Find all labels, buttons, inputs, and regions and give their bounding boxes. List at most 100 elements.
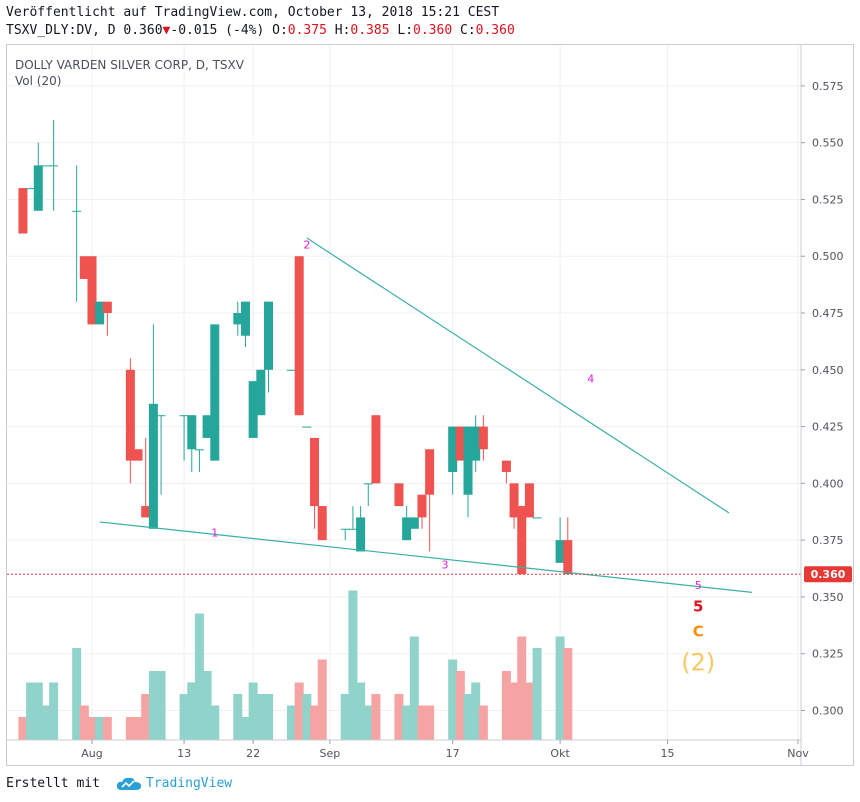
candle-down [425, 449, 435, 495]
volume-bar [417, 705, 427, 740]
high-value: 0.385 [350, 23, 390, 38]
candle-up [240, 301, 250, 336]
volume-bar [264, 694, 273, 740]
price-chart[interactable]: 1 2 3 4 5 5 C (2) 0.575 0.550 0.525 0.500 0.475 0.45… [0, 45, 853, 765]
volume-bar [463, 694, 473, 740]
volume-bar [356, 682, 366, 740]
volume-bar [187, 682, 197, 740]
candle-down [371, 415, 381, 484]
volume-bar [287, 705, 297, 740]
volume-bar [33, 682, 43, 740]
degree-label: 5 [693, 598, 703, 616]
time-tick-label: Aug [81, 747, 102, 760]
candle-down [417, 494, 427, 518]
candle-up [287, 369, 297, 371]
chart-title: DOLLY VARDEN SILVER CORP, D, TSXV [15, 58, 245, 72]
time-tick-label: 13 [177, 747, 191, 760]
price-tick-label: 0.550 [812, 137, 844, 150]
candle-up [233, 313, 243, 325]
candle-down [133, 449, 143, 461]
candle-up [532, 517, 542, 519]
candles [0, 119, 573, 575]
volume-bar [509, 682, 519, 740]
volume-bar [532, 648, 542, 740]
last-price: 0.360 [123, 23, 163, 38]
volume-bar [317, 659, 327, 740]
volume-bar [524, 682, 534, 740]
wave-label-3: 3 [442, 559, 449, 572]
candle-up [264, 301, 273, 370]
candle-up [471, 426, 481, 461]
candle-up [402, 517, 412, 541]
volume-bar [563, 648, 573, 740]
chart-frame[interactable]: 1 2 3 4 5 5 C (2) 0.575 0.550 0.525 0.500 0.475 0.45… [0, 44, 854, 766]
volume-indicator-label: Vol (20) [15, 74, 61, 88]
price-axis: 0.575 0.550 0.525 0.500 0.475 0.450 0.425 0.400… [801, 80, 844, 717]
candle-down [394, 483, 404, 507]
wave-label-2: 2 [303, 238, 310, 251]
time-axis: Aug 13 22 Sep 17 Okt 15 Nov [81, 740, 809, 760]
time-tick-label: 22 [246, 747, 260, 760]
price-tick-label: 0.475 [812, 307, 844, 320]
volume-bar [148, 671, 158, 740]
volume-bar [49, 682, 59, 740]
wave-labels: 1 2 3 4 5 5 C (2) [211, 238, 715, 676]
volume-bars [0, 590, 573, 740]
volume-bar [256, 694, 266, 740]
candle-down [455, 426, 465, 461]
candle-down [125, 369, 135, 461]
trendline-lower [99, 521, 753, 593]
candle-up [72, 210, 82, 212]
footer: Erstellt mit TradingView [0, 766, 860, 802]
candle-down [87, 256, 97, 325]
candle-down [317, 506, 327, 541]
candle-up [448, 426, 458, 472]
volume-bar [95, 717, 105, 740]
candle-down [141, 506, 151, 518]
volume-bar [425, 705, 435, 740]
candle-down [517, 506, 527, 575]
candle-up [356, 517, 366, 552]
trendlines [99, 237, 753, 593]
degree-label: (2) [681, 649, 715, 677]
volume-bar [179, 694, 189, 740]
candle-down [79, 256, 89, 279]
candle-up [49, 165, 59, 167]
symbol-label: TSXV_DLY:DV, D [6, 23, 116, 38]
candle-up [463, 426, 473, 495]
volume-bar [125, 717, 135, 740]
candle-down [478, 426, 488, 450]
volume-bar [555, 636, 565, 740]
footer-created-with: Erstellt mit [6, 776, 100, 791]
candle-up [363, 483, 373, 485]
volume-bar [348, 590, 358, 740]
volume-bar [102, 717, 112, 740]
candle-up [26, 188, 36, 190]
price-tick-label: 0.425 [812, 421, 844, 434]
volume-bar [340, 694, 350, 740]
down-arrow-icon: ▼ [162, 23, 171, 38]
volume-bar [302, 694, 312, 740]
volume-bar [409, 636, 419, 740]
tradingview-cloud-icon[interactable] [116, 776, 142, 792]
tradingview-link[interactable]: TradingView [146, 776, 233, 791]
time-tick-label: Okt [550, 747, 570, 760]
candle-up [187, 415, 197, 450]
low-label: L: [397, 23, 414, 38]
time-tick-label: 17 [446, 747, 460, 760]
candle-up [179, 415, 189, 417]
volume-bar [26, 682, 36, 740]
volume-bar [248, 682, 258, 740]
volume-bar [18, 717, 28, 740]
volume-bar [156, 671, 166, 740]
candle-down [310, 437, 320, 507]
volume-bar [210, 705, 220, 740]
price-tick-label: 0.525 [812, 193, 844, 206]
open-label: O: [272, 23, 288, 38]
candle-down [501, 460, 511, 472]
last-price-tag: 0.360 [804, 566, 852, 583]
candle-down [18, 188, 28, 234]
candle-down [524, 483, 534, 518]
volume-bar [87, 717, 97, 740]
trendline-upper [306, 237, 730, 514]
